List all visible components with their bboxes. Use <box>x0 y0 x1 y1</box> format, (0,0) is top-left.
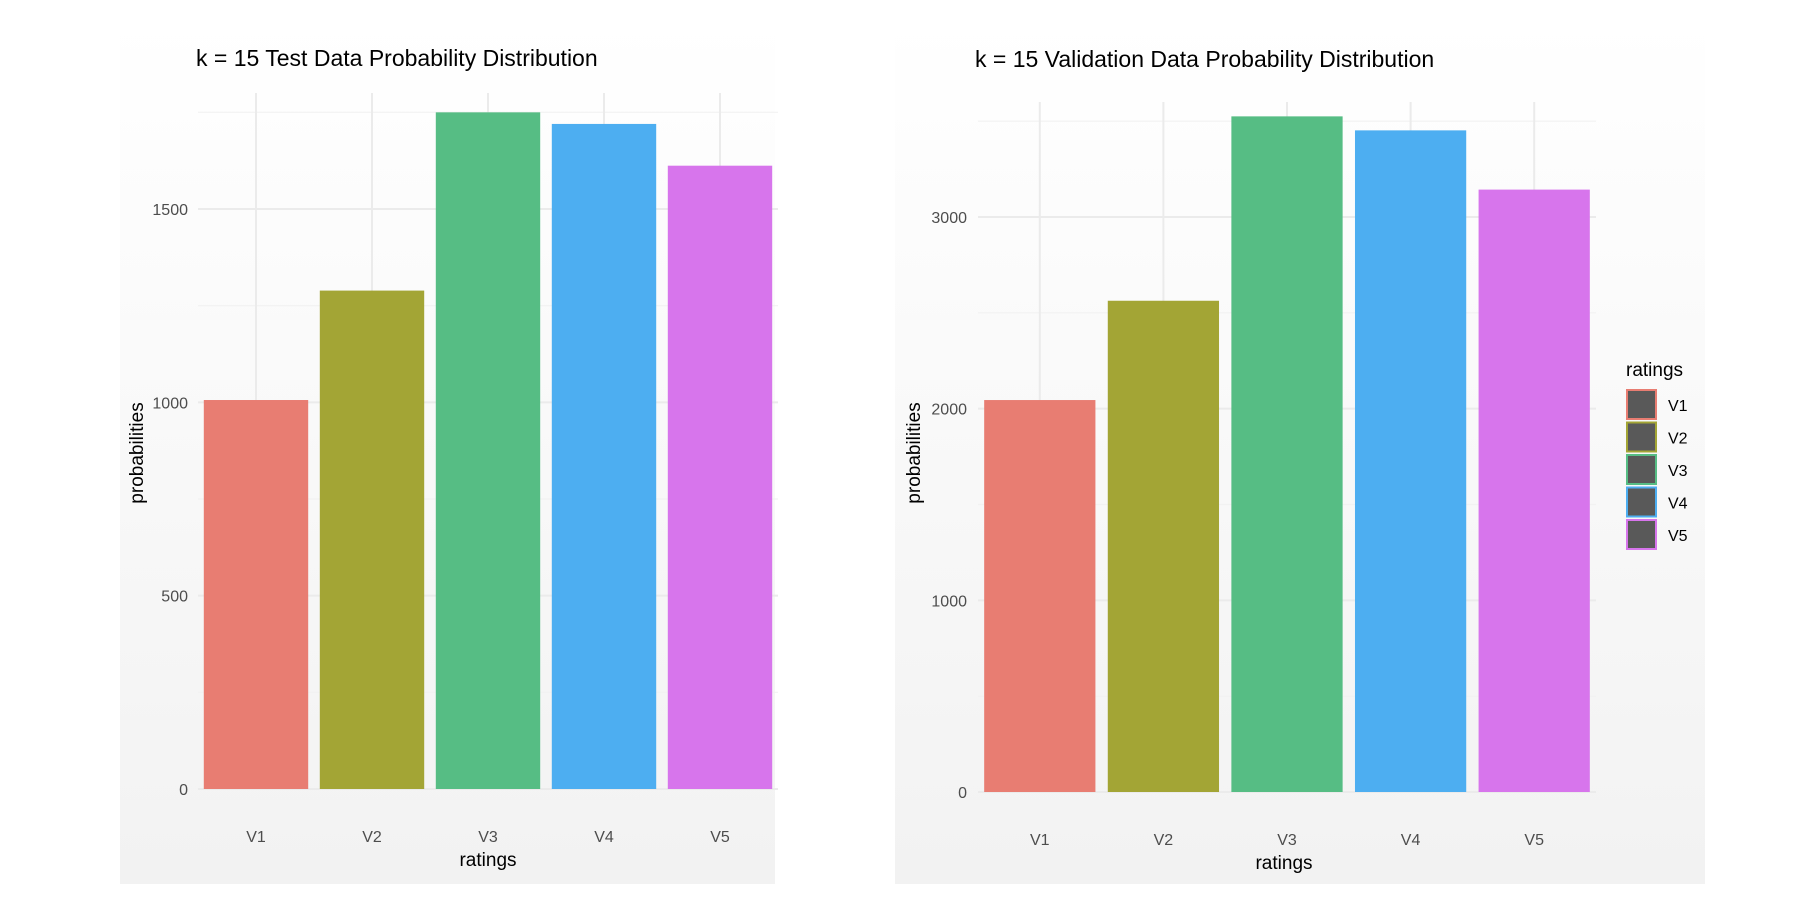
legend-label-v2: V2 <box>1668 431 1688 448</box>
chart-2-bar-v1 <box>984 400 1096 792</box>
chart-2-bar-v5 <box>1478 189 1590 792</box>
chart-2-y-tick-label: 0 <box>958 785 967 802</box>
chart-1-x-tick-label: V4 <box>594 829 614 846</box>
chart-1-x-tick-label: V2 <box>362 829 382 846</box>
chart-1-bar-v1 <box>203 400 309 789</box>
chart-1-y-tick-label: 1000 <box>152 395 188 412</box>
chart-2-bar-v4 <box>1354 130 1467 792</box>
chart-2-x-axis-label: ratings <box>1255 853 1312 874</box>
chart-1-x-tick-label: V5 <box>710 829 730 846</box>
chart-1-plot: 0 500 1000 1500 V1 V2 V3 V4 V5 <box>152 93 778 846</box>
chart-1-bar-v3 <box>435 112 541 790</box>
legend-label-v4: V4 <box>1668 496 1688 513</box>
chart-1-bar-v2 <box>319 290 425 789</box>
legend-key-v5 <box>1626 519 1657 550</box>
legend-key-v1 <box>1626 389 1657 420</box>
chart-1-y-tick-label: 1500 <box>152 202 188 219</box>
chart-1-x-axis-label: ratings <box>459 850 516 871</box>
chart-1-bar-v4 <box>551 123 657 789</box>
chart-2-x-tick-label: V4 <box>1401 832 1421 849</box>
chart-2-bar-v2 <box>1107 300 1220 792</box>
chart-2-x-tick-label: V5 <box>1524 832 1544 849</box>
chart-1-x-tick-label: V3 <box>478 829 498 846</box>
chart-2-x-tick-label: V1 <box>1030 832 1050 849</box>
chart-2-bar-v3 <box>1231 116 1343 792</box>
chart-2-plot: 0 1000 2000 3000 V1 V2 V3 V4 V5 <box>931 102 1596 849</box>
chart-1-title: k = 15 Test Data Probability Distributio… <box>196 45 598 71</box>
chart-1-y-tick-label: 0 <box>179 782 188 799</box>
chart-2-y-tick-label: 3000 <box>931 210 967 227</box>
legend-label-v5: V5 <box>1668 528 1688 545</box>
legend-key-v2 <box>1626 421 1657 453</box>
chart-2-y-tick-label: 2000 <box>931 402 967 419</box>
chart-2-y-axis-label: probabilities <box>904 402 925 503</box>
legend-key-v3 <box>1626 454 1657 485</box>
chart-1-y-axis-label: probabilities <box>127 402 148 503</box>
legend-label-v1: V1 <box>1668 398 1688 415</box>
chart-2-x-tick-label: V3 <box>1277 832 1297 849</box>
legend: V1 V2 V3 V4 V5 <box>1626 389 1688 550</box>
chart-1-bar-v5 <box>667 165 773 789</box>
legend-label-v3: V3 <box>1668 463 1688 480</box>
chart-2-x-tick-label: V2 <box>1154 832 1174 849</box>
legend-title: ratings <box>1626 360 1683 381</box>
chart-2-y-tick-label: 1000 <box>931 593 967 610</box>
chart-1-x-tick-label: V1 <box>246 829 266 846</box>
chart-2-title: k = 15 Validation Data Probability Distr… <box>975 46 1434 72</box>
legend-key-v4 <box>1626 486 1657 518</box>
chart-1-y-tick-label: 500 <box>161 589 188 606</box>
